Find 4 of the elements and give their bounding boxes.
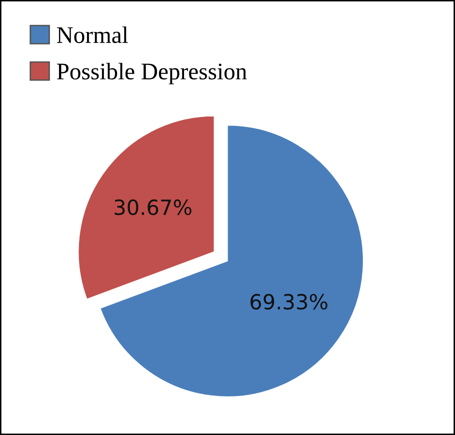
data-label: 69.33%: [250, 294, 328, 310]
data-label: 30.67%: [114, 199, 192, 216]
legend-label: Possible Depression: [57, 62, 247, 84]
legend-label: Normal: [57, 26, 128, 44]
